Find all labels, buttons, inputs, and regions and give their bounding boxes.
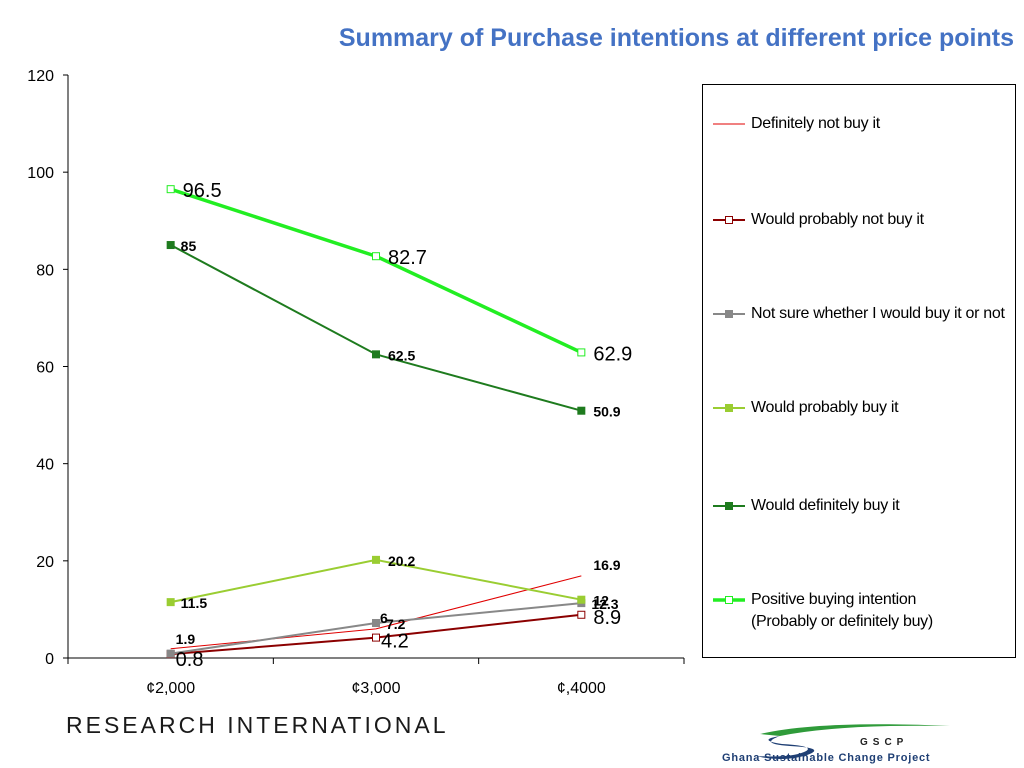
data-point — [166, 241, 175, 250]
x-tick-label: ¢3,000 — [352, 680, 401, 697]
y-tick-label: 120 — [27, 68, 54, 85]
data-label: 11.5 — [181, 595, 208, 611]
legend-item: Positive buying intention (Probably or d… — [713, 589, 1013, 633]
y-tick-label: 60 — [36, 360, 54, 377]
data-point — [577, 406, 586, 415]
data-label: 8.9 — [593, 607, 621, 629]
data-label: 7.2 — [386, 616, 406, 632]
data-point — [372, 252, 380, 261]
data-label: 16.9 — [593, 557, 620, 573]
x-tick-label: ¢,4000 — [557, 680, 606, 697]
y-tick-label: 20 — [36, 554, 54, 571]
y-tick-label: 100 — [27, 165, 54, 182]
legend-swatch — [713, 123, 745, 125]
data-point — [166, 598, 175, 607]
x-tick-label: ¢2,000 — [146, 680, 195, 697]
y-tick-label: 40 — [36, 457, 54, 474]
legend-swatch — [713, 216, 745, 224]
legend-label: Not sure whether I would buy it or not — [751, 305, 1005, 322]
data-label: 96.5 — [183, 180, 222, 202]
data-label: 62.9 — [593, 343, 632, 365]
legend-item: Not sure whether I would buy it or not — [713, 303, 1013, 325]
legend-item: Would probably not buy it — [713, 209, 1013, 231]
legend-swatch — [713, 404, 745, 412]
data-point — [577, 595, 586, 604]
legend-label: Definitely not buy it — [751, 115, 880, 132]
data-point — [577, 348, 586, 357]
legend-label: Would probably buy it — [751, 399, 899, 416]
legend-item: Would probably buy it — [713, 397, 1013, 419]
legend-swatch — [713, 310, 745, 318]
data-label: 12.3 — [591, 596, 618, 612]
chart-legend: Definitely not buy it Would probably not … — [702, 84, 1016, 658]
data-label: 82.7 — [388, 247, 427, 269]
legend-label: Would probably not buy it — [751, 211, 924, 228]
gscp-logo-icon — [756, 724, 950, 759]
data-point — [166, 649, 175, 658]
data-label: 4.2 — [381, 631, 409, 653]
legend-label: Positive buying intention (Probably or d… — [751, 591, 933, 630]
legend-swatch — [713, 596, 745, 604]
research-international-logo: RESEARCH INTERNATIONAL — [66, 712, 449, 738]
legend-item: Definitely not buy it — [713, 113, 1013, 135]
data-point — [372, 619, 380, 628]
y-tick-label: 80 — [36, 262, 54, 279]
data-label: 62.5 — [388, 347, 415, 363]
data-point — [372, 555, 380, 564]
series-line — [170, 558, 582, 604]
data-label: 0.8 — [176, 649, 204, 671]
data-label: 85 — [181, 238, 197, 254]
data-label: 6 — [380, 610, 388, 626]
legend-item: Would definitely buy it — [713, 495, 1013, 517]
gscp-abbreviation: GSCP — [860, 737, 909, 748]
data-label: 20.2 — [388, 553, 415, 569]
data-label: 12 — [593, 593, 609, 609]
data-point — [372, 633, 380, 642]
series-line — [170, 575, 582, 650]
chart-title: Summary of Purchase intentions at differ… — [338, 24, 1014, 52]
data-point — [166, 185, 175, 194]
series-line — [170, 244, 582, 412]
data-label: 50.9 — [593, 404, 620, 420]
data-point — [372, 350, 380, 359]
y-tick-label: 0 — [45, 651, 54, 668]
series-line — [170, 187, 583, 354]
legend-swatch — [713, 502, 745, 510]
legend-label: Would definitely buy it — [751, 497, 900, 514]
gscp-full-name: Ghana Sustainable Change Project — [722, 752, 931, 764]
data-label: 1.9 — [176, 631, 196, 647]
data-point — [577, 610, 586, 619]
